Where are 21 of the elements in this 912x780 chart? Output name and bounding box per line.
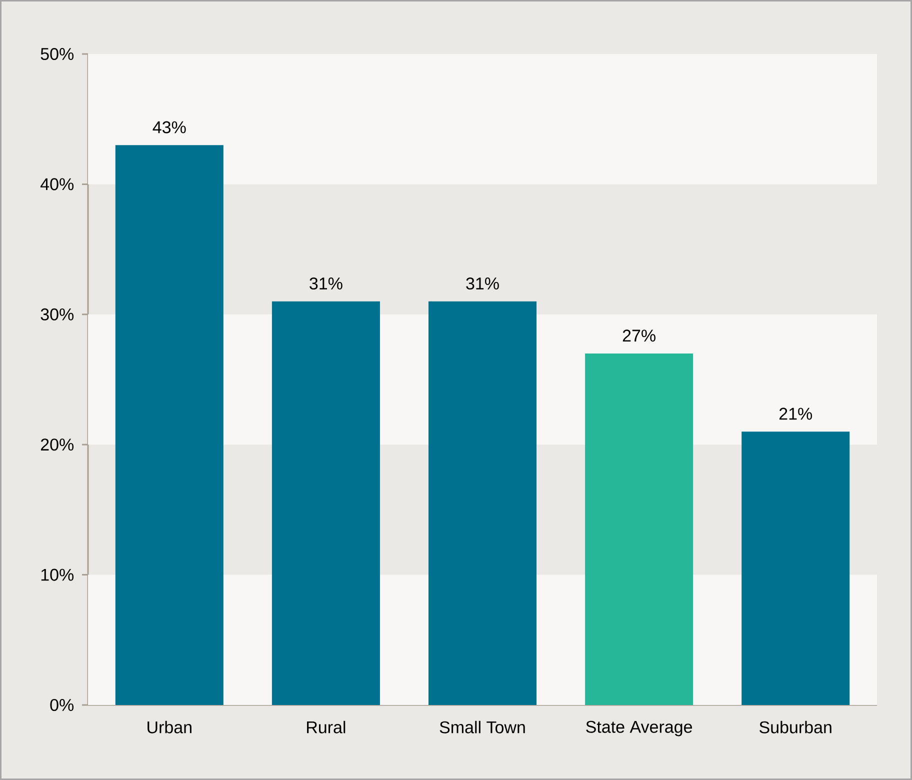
x-tick-label: Rural (307, 720, 346, 734)
x-tick-label: Suburban (760, 720, 832, 734)
data-label: 21% (779, 408, 812, 420)
bar (742, 432, 850, 705)
x-tick-label: Small Town (440, 720, 525, 734)
x-tick-label: Urban (148, 720, 192, 734)
x-tick-label: State Average (586, 720, 692, 736)
bar (115, 145, 224, 705)
y-tick-label: 50% (40, 48, 74, 60)
data-label: 27% (622, 330, 656, 342)
y-tick-label: 0% (50, 698, 74, 712)
y-tick-label: 20% (40, 438, 74, 451)
y-tick-label: 10% (41, 568, 74, 581)
bar (585, 353, 694, 705)
data-label: 31% (466, 277, 499, 290)
data-label: 31% (310, 277, 342, 290)
bar (428, 301, 537, 705)
bar (272, 301, 380, 705)
y-tick-label: 30% (40, 308, 74, 320)
data-label: 43% (152, 121, 186, 134)
y-tick-label: 40% (40, 178, 74, 190)
